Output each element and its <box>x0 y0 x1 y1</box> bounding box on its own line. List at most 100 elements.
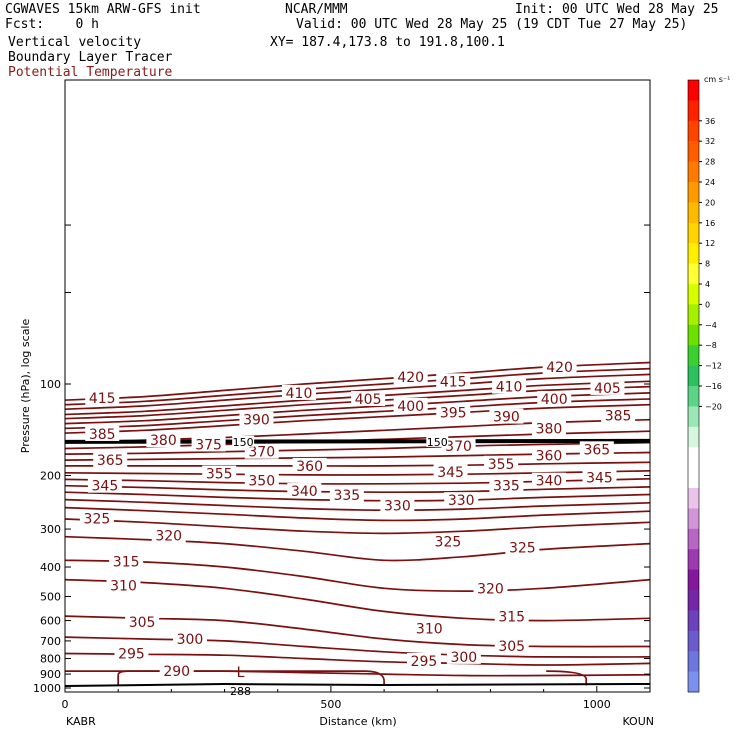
x-endpoint-left: KABR <box>66 715 96 728</box>
theta-label-365: 365 <box>583 442 610 458</box>
theta-label-420: 420 <box>546 360 573 376</box>
theta-label-bg <box>489 477 524 493</box>
theta-label-bg <box>505 539 540 555</box>
colorbar-label: −16 <box>705 382 722 391</box>
theta-label-340: 340 <box>291 484 318 500</box>
theta-label-bg <box>159 663 194 679</box>
theta-label-bg <box>393 369 428 385</box>
colorbar-swatch <box>688 304 699 326</box>
colorbar-swatch <box>688 222 699 244</box>
theta-label-bg <box>484 455 519 471</box>
colorbar-label: 8 <box>705 260 710 269</box>
theta-label-300: 300 <box>177 632 204 648</box>
theta-label-bg <box>244 443 279 459</box>
colorbar-label: 28 <box>705 158 715 167</box>
y-tick-label-600: 600 <box>40 615 61 628</box>
header-model: CGWAVES 15km ARW-GFS init <box>5 2 201 17</box>
theta-label-340: 340 <box>536 474 563 490</box>
theta-label-330: 330 <box>448 493 475 509</box>
theta-label-bg <box>393 397 428 413</box>
theta-label-360: 360 <box>536 449 563 465</box>
theta-label-335: 335 <box>493 479 520 495</box>
theta-label-bg <box>282 384 316 400</box>
colorbar-label: 36 <box>705 117 715 126</box>
theta-label-bg <box>151 527 186 543</box>
theta-label-410: 410 <box>286 386 313 402</box>
theta-label-310: 310 <box>110 578 137 594</box>
colorbar-swatch <box>688 590 699 611</box>
colorbar-swatch <box>688 406 699 428</box>
theta-label-350: 350 <box>248 474 275 490</box>
colorbar-swatch <box>688 324 699 346</box>
theta-label-bg <box>531 472 566 488</box>
theta-label-405: 405 <box>355 392 382 408</box>
x-endpoint-right: KOUN <box>622 715 654 728</box>
theta-label-bg <box>579 441 614 457</box>
y-tick-label-1000: 1000 <box>33 682 61 695</box>
colorbar-swatch <box>688 508 699 530</box>
theta-contour-290-closed <box>117 670 385 686</box>
theta-label-370: 370 <box>445 439 472 455</box>
tropopause-label-150-right: 150 <box>427 436 448 449</box>
plot-frame <box>64 79 651 693</box>
theta-label-bg <box>436 373 471 389</box>
colorbar-label: 24 <box>705 178 715 187</box>
theta-label-bg <box>244 472 279 488</box>
field-boundary-layer-tracer: Boundary Layer Tracer <box>8 50 173 65</box>
low-marker: L <box>237 665 245 681</box>
theta-label-bg <box>582 469 617 485</box>
theta-label-295: 295 <box>411 654 438 670</box>
theta-contours <box>64 361 651 688</box>
theta-label-bg <box>114 645 149 661</box>
theta-label-bg <box>436 404 471 420</box>
colorbar-swatch <box>688 161 699 183</box>
theta-contour-290-right <box>546 670 588 686</box>
y-tick-label-200: 200 <box>40 470 61 483</box>
colorbar-swatch <box>688 528 699 550</box>
theta-label-415: 415 <box>440 374 467 390</box>
theta-label-bg <box>380 497 415 513</box>
theta-contour-360 <box>65 461 651 467</box>
theta-label-380: 380 <box>536 421 563 437</box>
y-axis-label: Pressure (hPa), log scale <box>19 319 32 454</box>
theta-label-bg <box>601 407 636 423</box>
theta-label-410: 410 <box>496 380 523 396</box>
colorbar-swatch <box>688 284 699 305</box>
y-tick-label-700: 700 <box>40 635 61 648</box>
theta-label-370: 370 <box>248 445 275 461</box>
colorbar-swatch <box>688 263 699 285</box>
colorbar-label: 4 <box>705 280 710 289</box>
theta-label-bg <box>542 359 577 375</box>
theta-label-bg <box>494 608 529 624</box>
theta-label-415: 415 <box>89 391 116 407</box>
colorbar-swatch <box>688 549 699 570</box>
field-potential-temperature: Potential Temperature <box>8 65 173 80</box>
theta-label-295: 295 <box>118 646 145 662</box>
theta-contour-325 <box>64 518 651 535</box>
colorbar-swatch <box>688 345 699 366</box>
colorbar-swatch <box>688 569 699 591</box>
theta-label-335: 335 <box>333 488 360 504</box>
theta-label-bg <box>492 378 527 394</box>
theta-label-bg <box>494 638 529 654</box>
theta-label-400: 400 <box>397 399 424 415</box>
theta-label-360: 360 <box>296 459 323 475</box>
theta-label-bg <box>473 580 508 596</box>
theta-label-bg <box>85 389 120 405</box>
colorbar-swatch <box>688 100 699 122</box>
theta-label-bg <box>329 487 364 503</box>
theta-contour-335 <box>64 498 651 512</box>
theta-label-325: 325 <box>84 512 111 528</box>
theta-label-bg <box>202 465 237 481</box>
theta-label-bg <box>412 620 447 636</box>
y-tick-label-400: 400 <box>40 561 61 574</box>
theta-label-365: 365 <box>97 453 124 469</box>
colorbar-swatch <box>688 447 699 468</box>
theta-label-345: 345 <box>586 470 613 486</box>
theta-label-385: 385 <box>605 409 632 425</box>
colorbar-swatch <box>688 141 699 162</box>
theta-label-bg <box>590 379 625 395</box>
header-fcst: Fcst: 0 h <box>5 17 99 32</box>
colorbar-swatch <box>688 80 699 101</box>
theta-label-bg <box>433 464 468 480</box>
